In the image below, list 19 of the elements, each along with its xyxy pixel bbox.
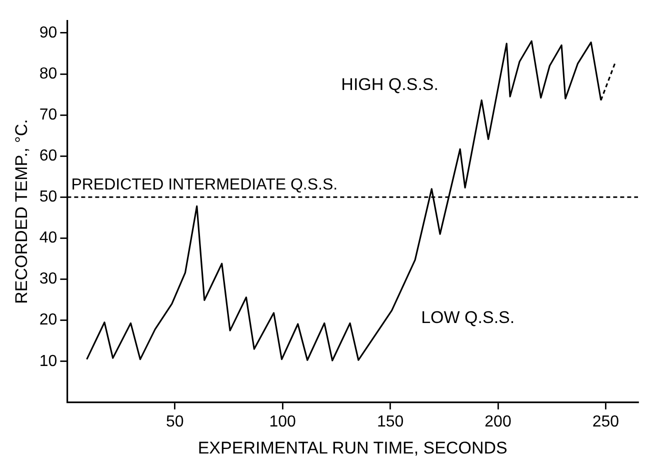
x-tick-label: 200 — [484, 413, 512, 430]
y-tick-label: 90 — [39, 24, 58, 42]
x-tick-label: 50 — [166, 413, 184, 430]
annotation: HIGH Q.S.S. — [341, 75, 438, 94]
y-tick-label: 80 — [39, 65, 58, 82]
y-tick-label: 70 — [39, 106, 58, 124]
ref-line-label: PREDICTED INTERMEDIATE Q.S.S. — [71, 176, 338, 194]
y-tick-label: 60 — [39, 147, 58, 164]
x-tick-label: 250 — [592, 413, 620, 430]
y-tick-label: 40 — [39, 230, 58, 247]
y-tick-label: 10 — [39, 352, 58, 370]
y-tick-label: 50 — [39, 188, 58, 206]
x-tick-label: 100 — [269, 413, 296, 430]
annotation: LOW Q.S.S. — [421, 308, 515, 328]
y-tick-label: 30 — [39, 270, 58, 288]
y-axis-title: RECORDED TEMP., °C. — [12, 119, 31, 304]
y-tick-label: 20 — [39, 312, 58, 329]
x-tick-label: 150 — [376, 413, 404, 430]
x-axis-title: EXPERIMENTAL RUN TIME, SECONDS — [198, 438, 508, 458]
